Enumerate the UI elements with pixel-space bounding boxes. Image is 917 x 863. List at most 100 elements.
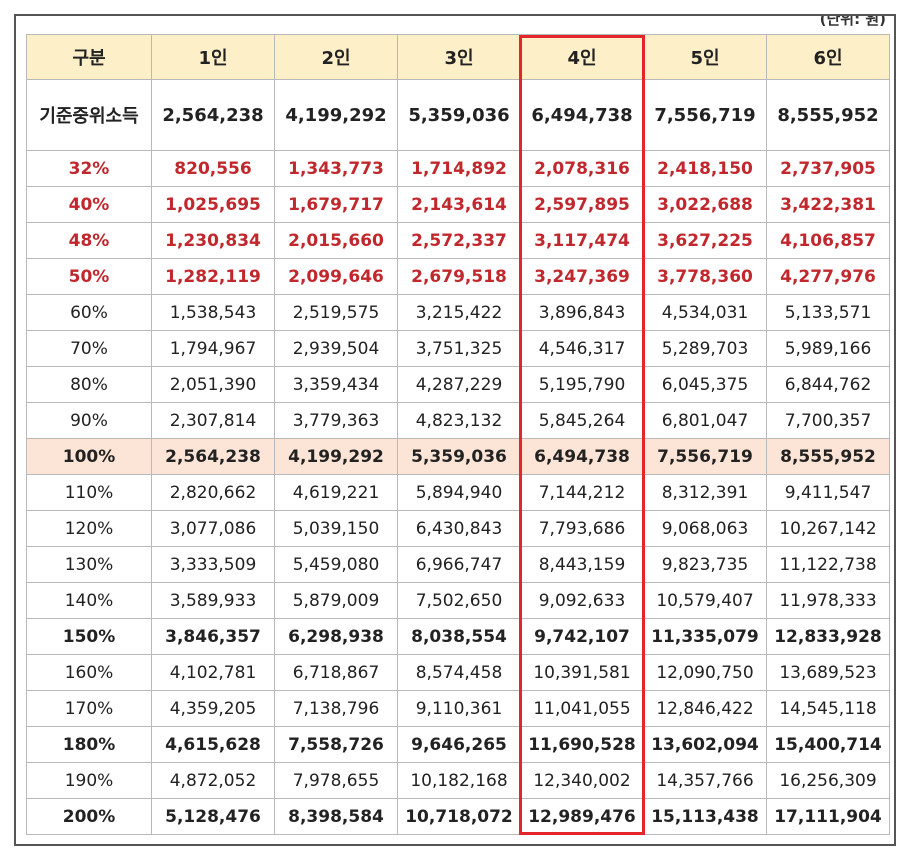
cell-value: 9,646,265 bbox=[397, 726, 521, 763]
table-row: 140% 3,589,933 5,879,009 7,502,650 9,092,633… bbox=[26, 582, 890, 619]
cell-value: 2,099,646 bbox=[274, 258, 398, 295]
cell-value: 1,538,543 bbox=[151, 294, 275, 331]
cell-value: 6,494,738 bbox=[520, 79, 644, 151]
cell-value: 14,545,118 bbox=[766, 690, 890, 727]
cell-value: 15,400,714 bbox=[766, 726, 890, 763]
cell-value: 6,966,747 bbox=[397, 546, 521, 583]
cell-value: 10,391,581 bbox=[520, 654, 644, 691]
cell-value: 4,287,229 bbox=[397, 366, 521, 403]
cell-value: 6,494,738 bbox=[520, 438, 644, 475]
cell-value: 2,737,905 bbox=[766, 150, 890, 187]
cell-value: 11,041,055 bbox=[520, 690, 644, 727]
table-row: 90% 2,307,814 3,779,363 4,823,132 5,845,264 6… bbox=[26, 402, 890, 439]
cell-value: 5,289,703 bbox=[643, 330, 767, 367]
table-row: 160% 4,102,781 6,718,867 8,574,458 10,391,58… bbox=[26, 654, 890, 691]
cell-value: 6,718,867 bbox=[274, 654, 398, 691]
row-label: 150% bbox=[26, 618, 152, 655]
table-row: 130% 3,333,509 5,459,080 6,966,747 8,443,159… bbox=[26, 546, 890, 583]
cell-value: 5,195,790 bbox=[520, 366, 644, 403]
row-label: 70% bbox=[26, 330, 152, 367]
cell-value: 8,398,584 bbox=[274, 798, 398, 835]
table-row: 40% 1,025,695 1,679,717 2,143,614 2,597,895 3… bbox=[26, 186, 890, 223]
cell-value: 4,546,317 bbox=[520, 330, 644, 367]
cell-value: 1,794,967 bbox=[151, 330, 275, 367]
row-label: 48% bbox=[26, 222, 152, 259]
cell-value: 5,133,571 bbox=[766, 294, 890, 331]
cell-value: 12,846,422 bbox=[643, 690, 767, 727]
cell-value: 14,357,766 bbox=[643, 762, 767, 799]
cell-value: 8,555,952 bbox=[766, 438, 890, 475]
cell-value: 2,078,316 bbox=[520, 150, 644, 187]
header-3-person: 3인 bbox=[397, 34, 521, 80]
header-5-person: 5인 bbox=[643, 34, 767, 80]
table-row: 70% 1,794,967 2,939,504 3,751,325 4,546,317 5… bbox=[26, 330, 890, 367]
cell-value: 9,742,107 bbox=[520, 618, 644, 655]
cell-value: 12,989,476 bbox=[520, 798, 644, 835]
cell-value: 8,574,458 bbox=[397, 654, 521, 691]
row-label: 기준중위소득 bbox=[26, 79, 152, 151]
cell-value: 3,627,225 bbox=[643, 222, 767, 259]
cell-value: 4,106,857 bbox=[766, 222, 890, 259]
cell-value: 17,111,904 bbox=[766, 798, 890, 835]
row-label: 110% bbox=[26, 474, 152, 511]
cell-value: 3,333,509 bbox=[151, 546, 275, 583]
header-4-person: 4인 bbox=[520, 34, 644, 80]
cell-value: 5,039,150 bbox=[274, 510, 398, 547]
cell-value: 2,143,614 bbox=[397, 186, 521, 223]
cell-value: 12,090,750 bbox=[643, 654, 767, 691]
cell-value: 10,267,142 bbox=[766, 510, 890, 547]
cell-value: 9,092,633 bbox=[520, 582, 644, 619]
cell-value: 4,615,628 bbox=[151, 726, 275, 763]
header-1-person: 1인 bbox=[151, 34, 275, 80]
cell-value: 4,102,781 bbox=[151, 654, 275, 691]
cell-value: 3,422,381 bbox=[766, 186, 890, 223]
cell-value: 8,443,159 bbox=[520, 546, 644, 583]
row-label: 100% bbox=[26, 438, 152, 475]
table-row: 32% 820,556 1,343,773 1,714,892 2,078,316 2,4… bbox=[26, 150, 890, 187]
cell-value: 3,751,325 bbox=[397, 330, 521, 367]
table-row: 110% 2,820,662 4,619,221 5,894,940 7,144,212… bbox=[26, 474, 890, 511]
cell-value: 9,110,361 bbox=[397, 690, 521, 727]
cell-value: 2,564,238 bbox=[151, 438, 275, 475]
cell-value: 8,312,391 bbox=[643, 474, 767, 511]
cell-value: 10,182,168 bbox=[397, 762, 521, 799]
cell-value: 2,051,390 bbox=[151, 366, 275, 403]
cell-value: 9,823,735 bbox=[643, 546, 767, 583]
cell-value: 7,144,212 bbox=[520, 474, 644, 511]
row-label: 180% bbox=[26, 726, 152, 763]
cell-value: 6,298,938 bbox=[274, 618, 398, 655]
row-label: 190% bbox=[26, 762, 152, 799]
cell-value: 5,845,264 bbox=[520, 402, 644, 439]
header-row: 구분 1인 2인 3인 4인 5인 6인 bbox=[26, 34, 890, 80]
cell-value: 7,700,357 bbox=[766, 402, 890, 439]
table-row: 180% 4,615,628 7,558,726 9,646,265 11,690,52… bbox=[26, 726, 890, 763]
header-6-person: 6인 bbox=[766, 34, 890, 80]
cell-value: 3,117,474 bbox=[520, 222, 644, 259]
cell-value: 11,122,738 bbox=[766, 546, 890, 583]
table-row: 80% 2,051,390 3,359,434 4,287,229 5,195,790 6… bbox=[26, 366, 890, 403]
row-label: 120% bbox=[26, 510, 152, 547]
row-label: 32% bbox=[26, 150, 152, 187]
cell-value: 7,793,686 bbox=[520, 510, 644, 547]
row-label: 170% bbox=[26, 690, 152, 727]
unit-note: (단위: 원) bbox=[819, 14, 886, 28]
cell-value: 4,619,221 bbox=[274, 474, 398, 511]
cell-value: 3,077,086 bbox=[151, 510, 275, 547]
row-label: 160% bbox=[26, 654, 152, 691]
cell-value: 16,256,309 bbox=[766, 762, 890, 799]
cell-value: 7,558,726 bbox=[274, 726, 398, 763]
row-label: 200% bbox=[26, 798, 152, 835]
header-category: 구분 bbox=[26, 34, 152, 80]
table-row: 기준중위소득 2,564,238 4,199,292 5,359,036 6,494,7… bbox=[26, 79, 890, 151]
cell-value: 2,418,150 bbox=[643, 150, 767, 187]
cell-value: 9,068,063 bbox=[643, 510, 767, 547]
cell-value: 7,138,796 bbox=[274, 690, 398, 727]
cell-value: 3,247,369 bbox=[520, 258, 644, 295]
cell-value: 1,679,717 bbox=[274, 186, 398, 223]
cell-value: 8,038,554 bbox=[397, 618, 521, 655]
row-label: 90% bbox=[26, 402, 152, 439]
cell-value: 3,589,933 bbox=[151, 582, 275, 619]
cell-value: 8,555,952 bbox=[766, 79, 890, 151]
table-row: 200% 5,128,476 8,398,584 10,718,072 12,989,4… bbox=[26, 798, 890, 835]
cell-value: 4,872,052 bbox=[151, 762, 275, 799]
